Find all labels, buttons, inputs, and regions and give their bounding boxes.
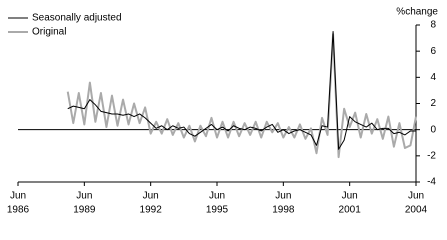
x-tick-label: 2004 xyxy=(405,205,428,216)
y-tick-label: 0 xyxy=(430,124,436,135)
y-tick-label: 8 xyxy=(430,20,436,31)
chart: %change -4 -2 0 2 4 6 8 Jun 1986 Jun 1989 Jun 1992 Ju… xyxy=(7,7,439,216)
x-tick-label: Jun xyxy=(143,191,159,202)
x-tick-label: 1986 xyxy=(7,205,30,216)
x-tick-label: Jun xyxy=(10,191,26,202)
series-line xyxy=(67,31,416,150)
y-tick-label: -4 xyxy=(427,177,436,188)
x-tick-label: 1998 xyxy=(272,205,295,216)
y-axis-label: %change xyxy=(396,7,438,18)
x-tick-label: Jun xyxy=(209,191,225,202)
x-tick-label: 2001 xyxy=(339,205,362,216)
legend-label: Original xyxy=(32,27,66,38)
series-line xyxy=(66,33,417,159)
x-tick-label: Jun xyxy=(342,191,358,202)
legend-label: Seasonally adjusted xyxy=(32,13,122,24)
x-tick-label: Jun xyxy=(408,191,424,202)
x-tick-label: 1995 xyxy=(206,205,229,216)
x-tick-label: 1989 xyxy=(73,205,96,216)
y-tick-label: 4 xyxy=(430,72,436,83)
x-tick-label: Jun xyxy=(76,191,92,202)
y-tick-label: -2 xyxy=(427,150,436,161)
y-tick-label: 6 xyxy=(430,46,436,57)
x-tick-label: Jun xyxy=(275,191,291,202)
y-tick-label: 2 xyxy=(430,98,436,109)
x-tick-label: 1992 xyxy=(140,205,163,216)
